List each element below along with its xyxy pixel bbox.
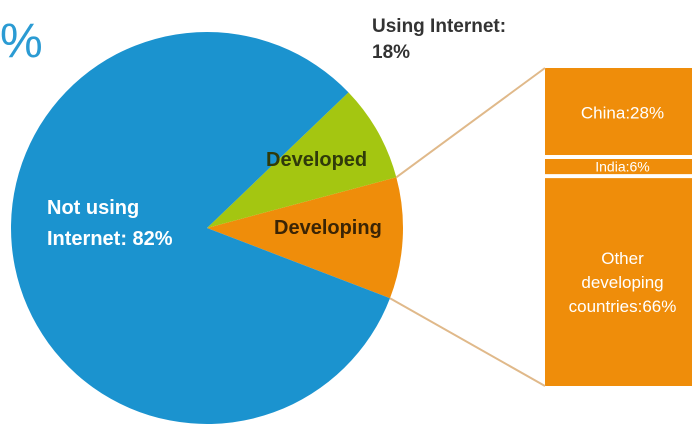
pie-label-not-using-line1: Not using xyxy=(47,197,139,219)
bar-label-other-line1: Other xyxy=(601,249,644,268)
bar-label-other: Other developing countries:66% xyxy=(569,249,677,316)
bar-label-other-line3: countries:66% xyxy=(569,297,677,316)
pie-label-developed: Developed xyxy=(266,149,367,171)
bar-segment-china xyxy=(545,68,692,158)
connector-line-bottom xyxy=(389,297,546,387)
using-internet-value: 18% xyxy=(372,41,411,63)
pie-slice-developing xyxy=(207,177,403,299)
corner-text: % xyxy=(0,15,43,68)
pie-label-not-using-line2: Internet: 82% xyxy=(47,228,173,250)
connector-line-top xyxy=(395,67,546,179)
bar-label-china: China:28% xyxy=(581,103,664,122)
pie-slice-not-using xyxy=(11,31,390,424)
bar-segment-other xyxy=(545,176,692,386)
using-internet-label: Using Internet: xyxy=(372,16,507,37)
pie-label-developing: Developing xyxy=(274,217,382,239)
pie-slice-developed xyxy=(207,92,397,228)
bar-segment-india xyxy=(545,157,692,177)
bar-label-other-line2: developing xyxy=(581,273,663,292)
bar-label-india: India:6% xyxy=(595,158,649,174)
using-internet-callout: Using Internet: 18% xyxy=(372,14,506,65)
